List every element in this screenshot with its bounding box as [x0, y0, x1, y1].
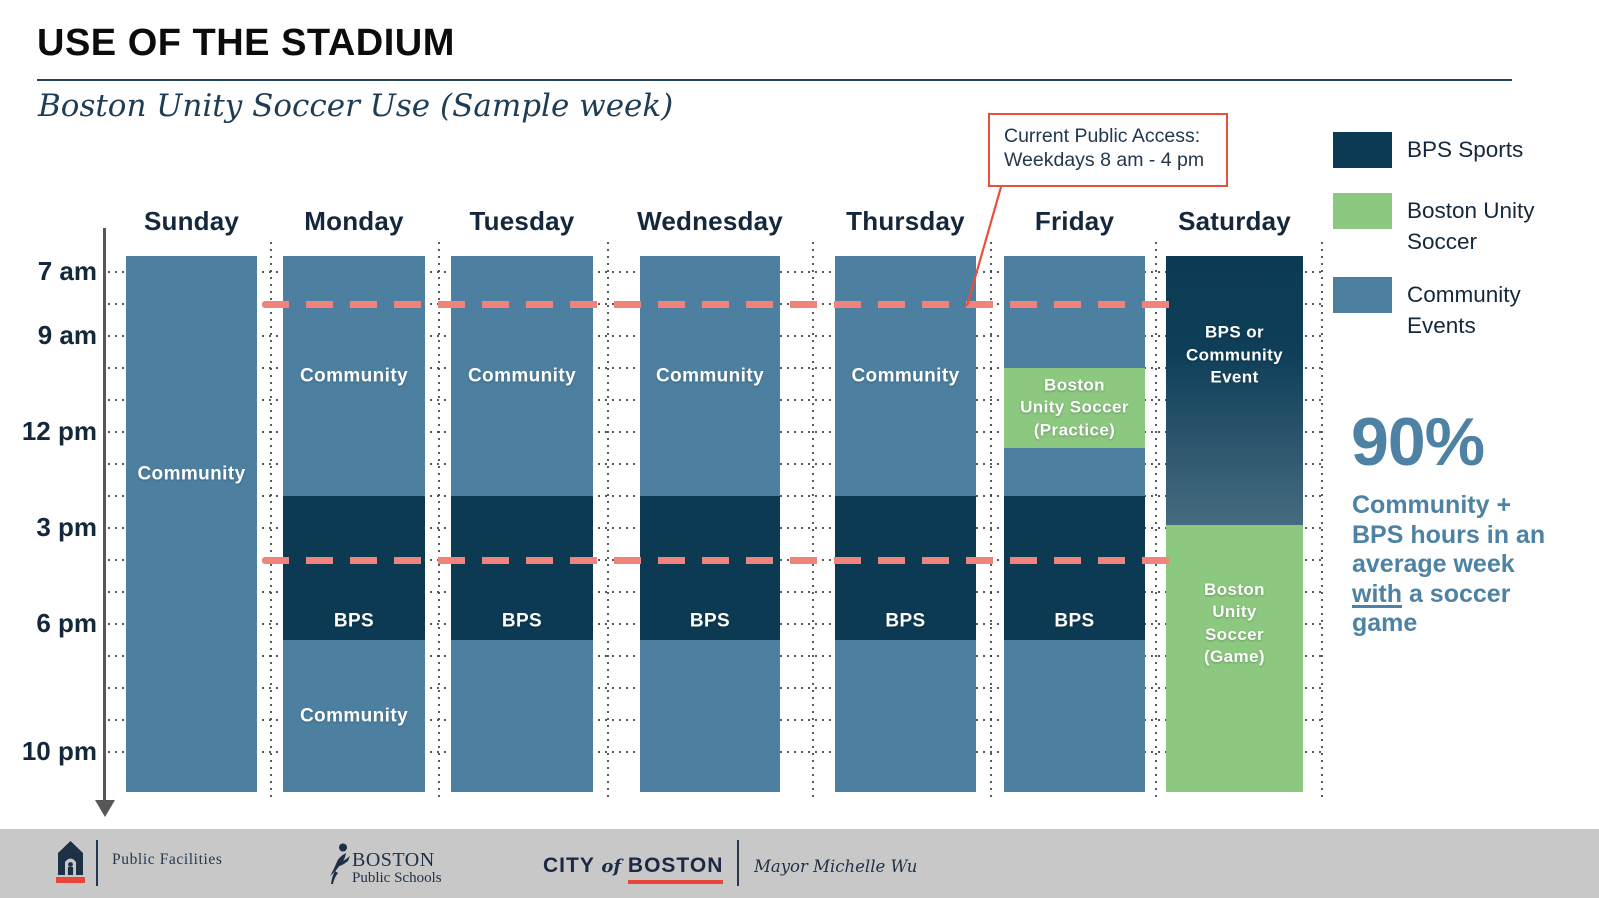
boston-public-schools-figure-icon: [330, 843, 350, 884]
gridline-column-4: [990, 242, 992, 800]
block-label-wednesday-bps-1: BPS: [689, 610, 731, 632]
block-label-saturday-unity-1: Boston Unity Soccer (Game): [1204, 580, 1265, 667]
page-title: USE OF THE STADIUM: [37, 22, 455, 64]
block-label-wednesday-community-0: Community: [655, 365, 765, 387]
block-label-thursday-community-0: Community: [851, 365, 960, 387]
block-friday-community-0: [1004, 256, 1145, 368]
gridline-column-1: [438, 242, 440, 800]
day-header-thursday: Thursday: [846, 206, 965, 236]
callout-line-1: Current Public Access:: [1004, 125, 1201, 147]
day-header-wednesday: Wednesday: [637, 206, 783, 236]
block-tuesday-community-0: [451, 256, 593, 496]
block-wednesday-community-2: [640, 640, 780, 792]
day-header-tuesday: Tuesday: [469, 206, 575, 236]
block-label-monday-community-2: Community: [299, 705, 409, 727]
block-tuesday-bps-1: [451, 496, 593, 640]
of-word: of: [601, 856, 622, 877]
chart-subtitle: Boston Unity Soccer Use (Sample week): [38, 88, 674, 124]
footer-bar: Public Facilities BOSTON Public Schools …: [0, 829, 1599, 898]
time-axis-line: [103, 228, 106, 802]
day-header-friday: Friday: [1034, 206, 1115, 236]
day-header-saturday: Saturday: [1178, 206, 1291, 236]
block-monday-bps-1: [283, 496, 425, 640]
legend-label-2: Community Events: [1407, 282, 1521, 338]
block-label-monday-community-0: Community: [299, 365, 409, 387]
time-axis-arrowhead-icon: [95, 800, 115, 817]
public-access-line-8: [262, 300, 1180, 308]
block-friday-bps-3: [1004, 496, 1145, 640]
block-thursday-bps-1: [835, 496, 976, 640]
time-tick-3-pm: 3 pm: [36, 512, 97, 542]
block-thursday-community-2: [835, 640, 976, 792]
block-thursday-community-0: [835, 256, 976, 496]
legend-swatch-0: [1333, 132, 1392, 168]
gridline-column-3: [812, 242, 814, 800]
block-sunday-community-0: [126, 256, 257, 792]
public-facilities-building-icon: [58, 841, 83, 875]
day-header-sunday: Sunday: [143, 206, 240, 236]
stat-description: Community + BPS hours in an average week wi…: [1352, 491, 1546, 637]
mayor-name: Mayor Michelle Wu: [754, 857, 918, 876]
footer-divider-2: [737, 840, 739, 886]
time-tick-12-pm: 12 pm: [21, 416, 97, 446]
public-access-callout: Current Public Access: Weekdays 8 am - 4…: [988, 113, 1228, 187]
time-tick-9-am: 9 am: [37, 320, 97, 350]
gridline-column-0: [270, 242, 272, 800]
block-label-thursday-bps-1: BPS: [885, 610, 926, 632]
block-monday-community-0: [283, 256, 425, 496]
block-label-saturday-bps-0: BPS or Community Event: [1185, 322, 1284, 387]
block-label-sunday-community-0: Community: [137, 463, 246, 485]
gridline-column-5: [1155, 242, 1157, 800]
city-word: CITY: [543, 854, 595, 877]
block-label-friday-bps-3: BPS: [1054, 610, 1095, 632]
block-label-monday-bps-1: BPS: [333, 610, 375, 632]
footer-divider-1: [96, 840, 98, 886]
legend-swatch-1: [1333, 193, 1392, 229]
block-friday-unity-1: [1004, 368, 1145, 448]
time-tick-7-am: 7 am: [37, 256, 97, 286]
legend-swatch-2: [1333, 277, 1392, 313]
block-wednesday-bps-1: [640, 496, 780, 640]
city-of-boston-logo: CITY of BOSTON: [543, 854, 724, 884]
public-facilities-red-bar: [56, 877, 85, 883]
gridline-column-6: [1321, 242, 1323, 800]
block-label-friday-unity-1: Boston Unity Soccer (Practice): [1020, 375, 1129, 440]
public-facilities-label: Public Facilities: [112, 851, 223, 868]
block-friday-community-2: [1004, 448, 1145, 496]
legend-label-0: BPS Sports: [1407, 137, 1524, 162]
block-monday-community-2: [283, 640, 425, 792]
boston-public-schools-name: BOSTON: [352, 849, 435, 871]
legend-label-1: Boston Unity Soccer: [1407, 198, 1535, 254]
block-label-tuesday-bps-1: BPS: [501, 610, 543, 632]
block-wednesday-community-0: [640, 256, 780, 496]
title-underline: [37, 79, 1512, 81]
day-header-monday: Monday: [304, 206, 404, 236]
stat-value: 90%: [1351, 404, 1485, 480]
callout-line-2: Weekdays 8 am - 4 pm: [1004, 148, 1205, 171]
public-access-line-16: [262, 556, 1180, 564]
block-friday-community-4: [1004, 640, 1145, 792]
block-saturday-unity-1: [1166, 524, 1303, 792]
time-tick-10-pm: 10 pm: [21, 736, 97, 766]
boston-public-schools-subtitle: Public Schools: [352, 870, 442, 886]
gridline-column-2: [607, 242, 609, 800]
block-saturday-bps-0: [1166, 256, 1303, 525]
boston-word: BOSTON: [627, 854, 724, 884]
block-tuesday-community-2: [451, 640, 593, 792]
block-label-tuesday-community-0: Community: [467, 365, 577, 387]
time-tick-6-pm: 6 pm: [36, 608, 97, 638]
